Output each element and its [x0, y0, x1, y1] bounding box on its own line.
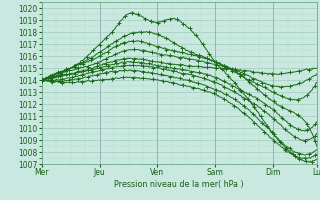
X-axis label: Pression niveau de la mer( hPa ): Pression niveau de la mer( hPa ) [114, 180, 244, 189]
